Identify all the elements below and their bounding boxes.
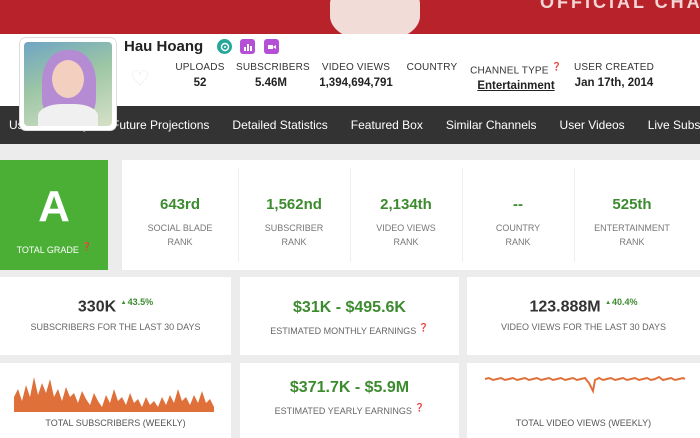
views-weekly-chart-card: TOTAL VIDEO VIEWS (WEEKLY) (467, 363, 700, 438)
stat-channel-type: CHANNEL TYPE ❓ Entertainment (470, 62, 562, 93)
grade-letter: A (38, 182, 70, 231)
yearly-earnings-card: $371.7K - $5.9M ESTIMATED YEARLY EARNING… (240, 363, 459, 438)
tab-live-subscribers[interactable]: Live Subscriber (647, 118, 700, 132)
favorite-heart-icon[interactable]: ♡ (130, 66, 150, 91)
subscribers-weekly-sparkline (14, 377, 214, 412)
views-30-days-value: 123.888M 40.4% (467, 297, 700, 316)
views-change: 40.4% (605, 297, 637, 307)
stat-subscribers: SUBSCRIBERS 5.46M (236, 62, 310, 89)
ranks-card: 643rd SOCIAL BLADE RANK 1,562nd SUBSCRIBE… (122, 160, 700, 270)
subscribers-30-days-card: 330K 43.5% SUBSCRIBERS FOR THE LAST 30 D… (0, 277, 231, 355)
views-30-days-card: 123.888M 40.4% VIDEO VIEWS FOR THE LAST … (467, 277, 700, 355)
banner-figure (330, 0, 420, 34)
subscribers-weekly-label: TOTAL SUBSCRIBERS (WEEKLY) (45, 418, 186, 428)
tab-detailed-statistics[interactable]: Detailed Statistics (232, 118, 328, 132)
tab-future-projections[interactable]: Future Projections (112, 118, 210, 132)
tab-featured-box[interactable]: Featured Box (350, 118, 423, 132)
channel-header: Hau Hoang ♡ UPLOADS 52 SUBSCRIBERS 5.46M… (0, 34, 700, 130)
rank-social-blade: 643rd SOCIAL BLADE RANK (147, 196, 213, 247)
video-camera-icon[interactable] (264, 39, 279, 54)
subscribers-weekly-chart-card: TOTAL SUBSCRIBERS (WEEKLY) (0, 363, 231, 438)
avatar[interactable] (20, 38, 116, 130)
stat-user-created: USER CREATED Jan 17th, 2014 (573, 62, 654, 89)
help-icon: ❓ (551, 62, 562, 71)
views-weekly-label: TOTAL VIDEO VIEWS (WEEKLY) (515, 418, 652, 428)
help-icon: ❓ (414, 403, 425, 412)
channel-banner: OFFICIAL CHAN (0, 0, 700, 34)
monthly-earnings-value: $31K - $495.6K (293, 299, 406, 316)
subscribers-30-days-value: 330K 43.5% (0, 297, 231, 316)
rank-video-views: 2,134th VIDEO VIEWS RANK (376, 196, 436, 247)
bar-chart-icon[interactable] (240, 39, 255, 54)
total-grade-card: A TOTAL GRADE ❓ (0, 160, 108, 270)
trend-icon[interactable] (217, 39, 232, 54)
views-weekly-sparkline (484, 375, 686, 395)
subscribers-change: 43.5% (121, 297, 153, 307)
help-icon: ❓ (81, 242, 92, 251)
stat-country: COUNTRY (406, 62, 458, 73)
tab-user-videos[interactable]: User Videos (559, 118, 625, 132)
banner-text: OFFICIAL CHAN (540, 0, 700, 12)
channel-name: Hau Hoang (124, 38, 204, 55)
channel-type-link[interactable]: Entertainment (477, 80, 555, 93)
monthly-earnings-card: $31K - $495.6K ESTIMATED MONTHLY EARNING… (240, 277, 459, 355)
stat-video-views: VIDEO VIEWS 1,394,694,791 (319, 62, 393, 89)
grade-label: TOTAL GRADE ❓ (16, 242, 92, 255)
help-icon: ❓ (418, 323, 429, 332)
rank-subscriber: 1,562nd SUBSCRIBER RANK (264, 196, 324, 247)
tab-similar-channels[interactable]: Similar Channels (445, 118, 537, 132)
yearly-earnings-value: $371.7K - $5.9M (289, 379, 410, 396)
stat-uploads: UPLOADS 52 (175, 62, 225, 89)
rank-country: -- COUNTRY RANK (495, 196, 541, 247)
rank-entertainment: 525th ENTERTAINMENT RANK (594, 196, 670, 247)
